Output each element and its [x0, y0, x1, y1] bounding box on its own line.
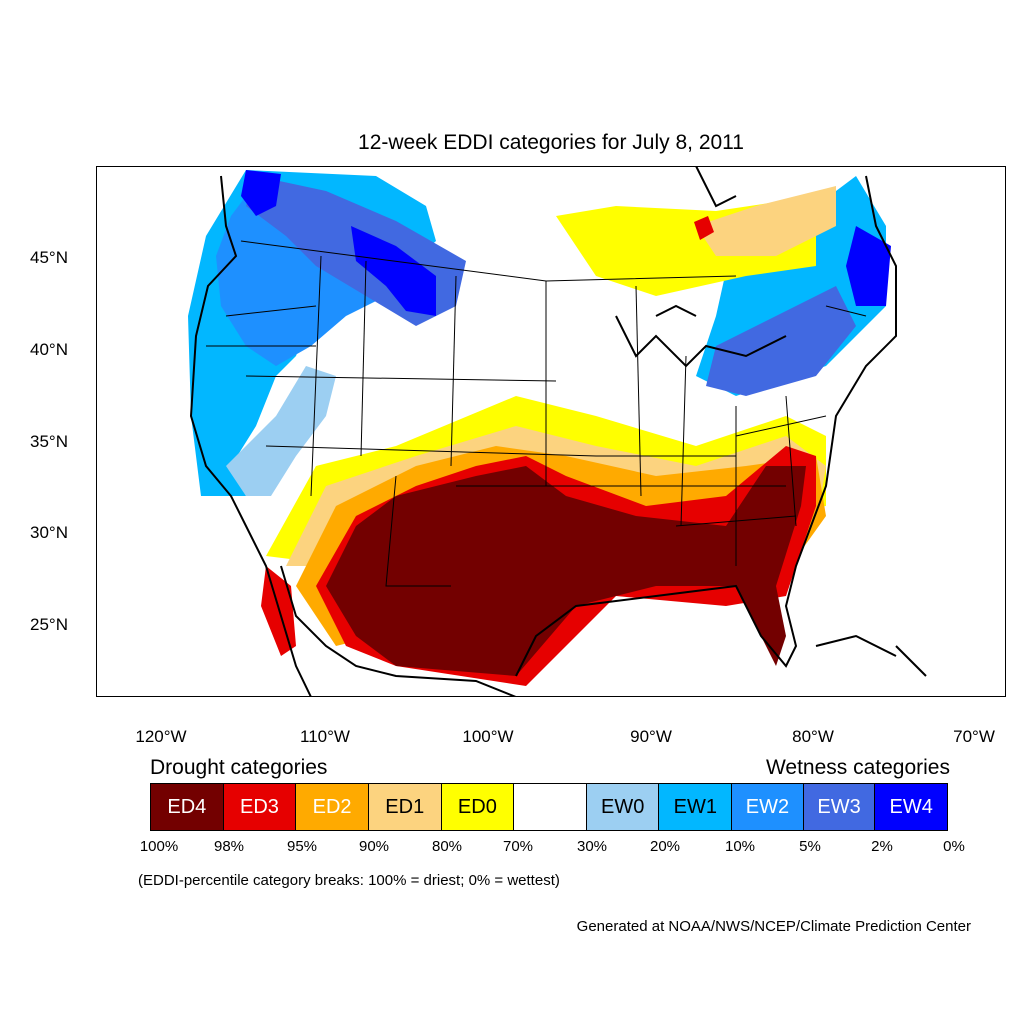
legend-break-label: 10% — [724, 838, 756, 855]
drought-heading: Drought categories — [150, 756, 328, 779]
legend-box-ed3: ED3 — [223, 784, 297, 830]
lat-label-30n: 30°N — [30, 523, 68, 542]
lon-label-110w: 110°W — [300, 727, 350, 746]
legend-box-ew2: EW2 — [732, 784, 804, 830]
region-normal-central — [376, 286, 776, 466]
legend-break-label: 0% — [943, 838, 965, 855]
wetness-heading: Wetness categories — [765, 756, 950, 779]
legend-break-label: 95% — [286, 838, 318, 855]
lon-label-90w: 90°W — [630, 727, 672, 746]
state-boundaries — [206, 240, 867, 587]
legend-break-label: 5% — [799, 838, 821, 855]
legend-box-normal — [514, 784, 587, 830]
legend-colorbar: ED4 ED3 ED2 ED1 ED0 EW0 EW1 EW2 EW3 EW4 — [150, 783, 948, 831]
legend-box-ew1: EW1 — [659, 784, 733, 830]
legend-box-ed0: ED0 — [441, 784, 515, 830]
lat-label-25n: 25°N — [30, 615, 68, 634]
lat-label-40n: 40°N — [30, 340, 68, 359]
legend-break-label: 2% — [871, 838, 893, 855]
region-ew4-northeast — [846, 226, 891, 306]
lat-label-45n: 45°N — [30, 248, 68, 267]
legend-box-ew3: EW3 — [803, 784, 876, 830]
region-ed1-north — [696, 186, 836, 256]
lat-label-35n: 35°N — [30, 432, 68, 451]
lon-label-80w: 80°W — [792, 727, 834, 746]
map-title: 12-week EDDI categories for July 8, 2011 — [358, 131, 744, 154]
legend-break-label: 80% — [431, 838, 463, 855]
legend-break-label: 70% — [502, 838, 534, 855]
region-ew3-northeast — [706, 286, 856, 396]
legend-box-ew0: EW0 — [586, 784, 660, 830]
legend-break-label: 90% — [358, 838, 390, 855]
legend-box-ed4: ED4 — [151, 784, 224, 830]
legend-break-label: 98% — [213, 838, 245, 855]
region-ew4-north — [351, 226, 436, 316]
legend-box-ew4: EW4 — [875, 784, 948, 830]
region-ed4-south — [326, 466, 806, 676]
legend-break-label: 100% — [139, 838, 179, 855]
legend-box-ed2: ED2 — [296, 784, 369, 830]
lon-label-120w: 120°W — [135, 727, 187, 746]
region-ed3-north — [694, 216, 714, 240]
legend-box-ed1: ED1 — [368, 784, 442, 830]
region-ew4-nw — [241, 170, 281, 216]
lon-label-70w: 70°W — [953, 727, 995, 746]
eddi-map — [96, 166, 1006, 697]
credit-line: Generated at NOAA/NWS/NCEP/Climate Predi… — [576, 918, 971, 935]
legend-break-label: 30% — [576, 838, 608, 855]
lon-label-100w: 100°W — [462, 727, 514, 746]
region-ew0-west — [226, 366, 336, 496]
legend-break-label: 20% — [649, 838, 681, 855]
category-note: (EDDI-percentile category breaks: 100% =… — [138, 872, 560, 889]
region-ed4-florida — [736, 586, 786, 666]
coastlines — [189, 166, 927, 697]
